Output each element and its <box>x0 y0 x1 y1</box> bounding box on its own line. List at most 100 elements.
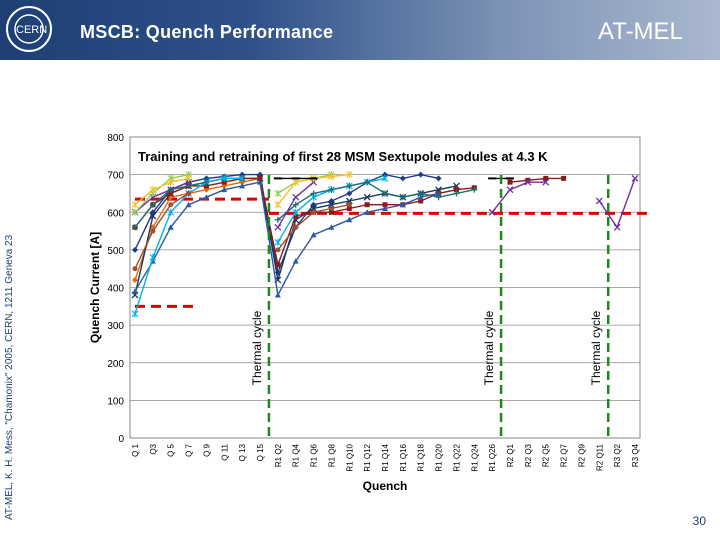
data-point <box>471 186 478 193</box>
slide-header: CERN MSCB: Quench Performance AT-MEL <box>0 0 720 60</box>
data-point <box>328 224 335 230</box>
data-point <box>293 224 299 230</box>
data-point <box>168 190 174 196</box>
data-point <box>631 174 639 182</box>
data-point <box>150 228 156 234</box>
data-point <box>364 179 371 186</box>
data-point <box>149 212 157 220</box>
data-point <box>381 174 389 182</box>
data-point <box>345 171 353 179</box>
thermal-cycle-label: Thermal cycle <box>589 310 603 385</box>
data-point <box>328 209 334 215</box>
x-tick-label: Q3 <box>149 443 158 454</box>
data-point <box>506 186 514 194</box>
data-point <box>292 258 299 264</box>
svg-text:CERN: CERN <box>16 24 47 36</box>
x-tick-label: R1 Q20 <box>435 443 444 471</box>
y-tick-label: 300 <box>107 321 124 332</box>
data-point <box>274 189 282 197</box>
data-point <box>382 202 388 208</box>
data-point <box>292 193 300 201</box>
data-point <box>346 190 353 197</box>
x-tick-label: R1 Q6 <box>310 443 319 467</box>
data-point <box>310 190 317 197</box>
data-point <box>417 171 424 178</box>
x-tick-label: R2 Q11 <box>595 443 604 471</box>
x-tick-label: R2 Q1 <box>506 443 515 467</box>
data-point <box>167 186 174 193</box>
data-point <box>399 194 406 201</box>
data-point <box>167 224 174 230</box>
y-tick-label: 700 <box>107 171 124 182</box>
slide-title: MSCB: Quench Performance <box>80 22 334 42</box>
x-axis-label: Quench <box>363 479 408 493</box>
data-point <box>418 198 424 204</box>
data-point <box>293 213 299 219</box>
data-point <box>435 190 442 196</box>
x-tick-label: Q 7 <box>185 443 194 456</box>
x-tick-label: R1 Q4 <box>292 443 301 467</box>
data-point <box>346 205 352 211</box>
x-tick-label: R3 Q2 <box>613 443 622 467</box>
chart-title-bg <box>135 145 580 165</box>
x-tick-label: Q 9 <box>202 443 211 456</box>
data-point <box>132 276 138 283</box>
y-axis-label: Quench Current [A] <box>88 232 102 343</box>
x-tick-label: R1 Q14 <box>381 443 390 471</box>
data-point <box>149 253 157 261</box>
data-point <box>488 208 496 216</box>
data-point <box>131 201 139 209</box>
data-point <box>239 182 246 189</box>
y-tick-label: 600 <box>107 208 124 219</box>
data-point <box>257 175 263 181</box>
data-point <box>292 208 300 216</box>
data-point <box>328 205 334 211</box>
data-point <box>346 202 352 208</box>
x-tick-label: R2 Q7 <box>560 443 569 467</box>
data-point <box>238 174 246 182</box>
chart-title: Training and retraining of first 28 MSM … <box>138 149 548 164</box>
data-point <box>149 201 156 208</box>
data-point <box>328 186 335 193</box>
data-point <box>185 174 192 182</box>
data-point <box>363 193 371 201</box>
data-point <box>132 246 138 253</box>
x-tick-label: R3 Q4 <box>631 443 640 467</box>
data-point <box>524 178 532 186</box>
data-point <box>561 175 567 181</box>
data-point <box>167 178 175 186</box>
data-point <box>435 175 442 182</box>
data-point <box>453 190 460 197</box>
data-point <box>220 174 228 182</box>
x-tick-label: R1 Q2 <box>274 443 283 467</box>
y-tick-label: 500 <box>107 246 124 257</box>
data-point <box>507 179 513 185</box>
data-point <box>203 179 210 186</box>
data-point <box>292 201 299 208</box>
x-tick-label: Q 13 <box>238 443 247 461</box>
data-point <box>274 292 281 298</box>
data-point <box>292 178 300 186</box>
data-point <box>274 201 282 209</box>
data-point <box>274 216 281 223</box>
data-point <box>382 190 388 197</box>
data-point <box>149 186 157 194</box>
thermal-cycle-label: Thermal cycle <box>482 310 496 385</box>
y-tick-label: 400 <box>107 284 124 295</box>
data-point <box>131 208 139 216</box>
data-point <box>274 238 282 246</box>
x-tick-label: R1 Q8 <box>327 443 336 467</box>
data-point <box>131 310 139 318</box>
data-point <box>185 182 192 189</box>
x-tick-label: R1 Q26 <box>488 443 497 471</box>
x-tick-label: R1 Q16 <box>399 443 408 471</box>
data-point <box>275 247 281 253</box>
data-point <box>132 224 138 231</box>
x-tick-label: R2 Q5 <box>542 443 551 467</box>
data-point <box>399 201 406 208</box>
data-point <box>167 208 175 216</box>
data-point <box>132 266 138 272</box>
x-tick-label: R1 Q12 <box>363 443 372 471</box>
data-point <box>613 223 621 231</box>
data-point <box>132 288 138 294</box>
